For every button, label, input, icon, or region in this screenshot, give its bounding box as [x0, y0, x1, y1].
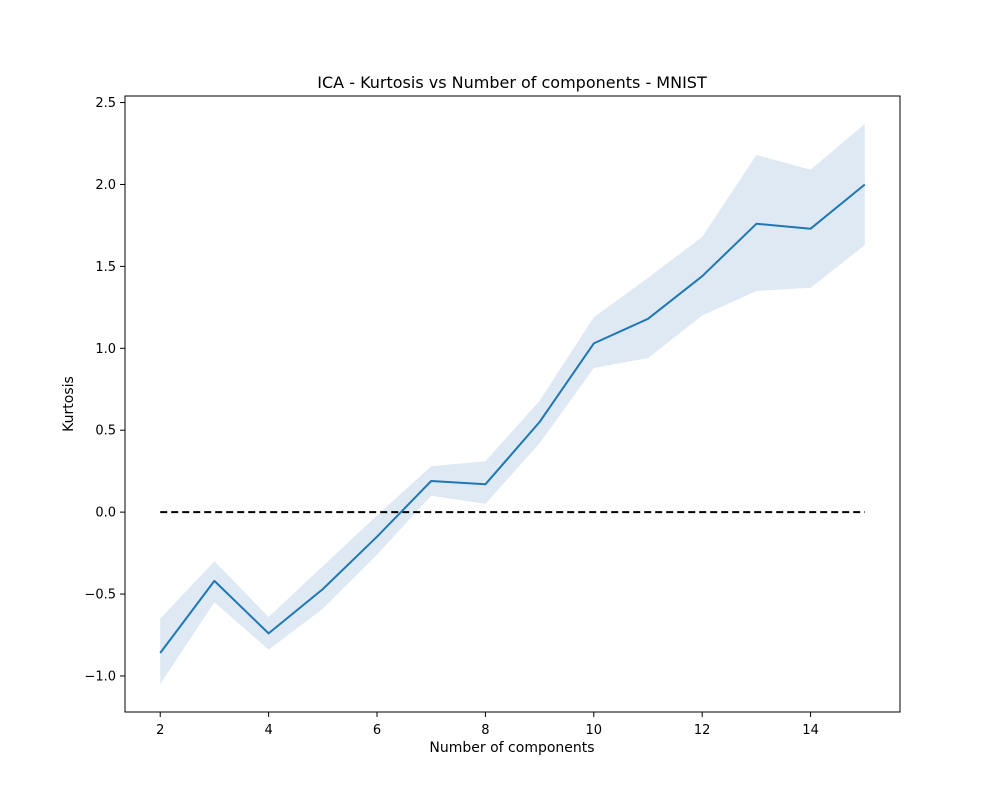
- x-tick-label: 6: [373, 723, 381, 738]
- confidence-band: [160, 124, 865, 684]
- y-tick-label: 1.5: [95, 260, 116, 275]
- x-tick-label: 14: [802, 723, 819, 738]
- y-tick-label: 1.0: [95, 342, 116, 357]
- y-tick-label: 2.0: [95, 178, 116, 193]
- x-tick-label: 10: [586, 723, 603, 738]
- x-tick-label: 12: [694, 723, 711, 738]
- y-axis-label: Kurtosis: [61, 376, 77, 432]
- plot-area: [160, 124, 865, 684]
- y-tick-label: 0.5: [95, 424, 116, 439]
- x-tick-label: 4: [264, 723, 272, 738]
- x-axis-label: Number of components: [429, 740, 594, 756]
- chart-title: ICA - Kurtosis vs Number of components -…: [317, 73, 707, 92]
- x-tick-label: 2: [156, 723, 164, 738]
- y-tick-label: −1.0: [84, 669, 116, 684]
- y-tick-label: 2.5: [95, 96, 116, 111]
- y-tick-label: −0.5: [84, 588, 116, 603]
- y-tick-label: 0.0: [95, 506, 116, 521]
- x-tick-label: 8: [481, 723, 489, 738]
